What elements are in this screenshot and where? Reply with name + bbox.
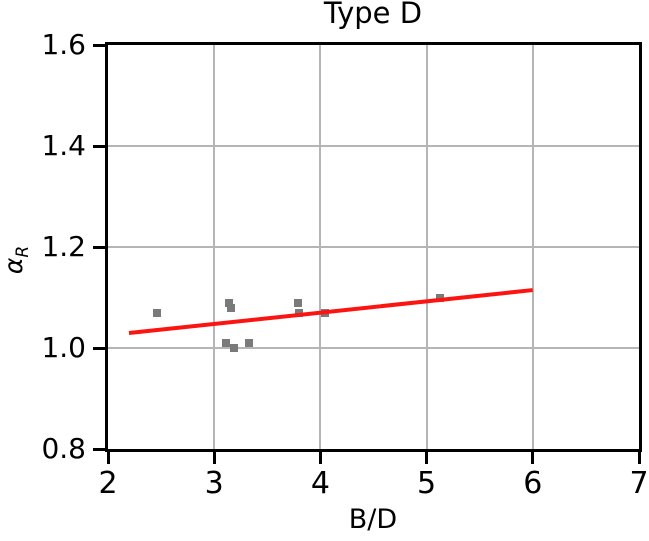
scatter-point [245, 338, 254, 347]
gridline-horizontal [108, 347, 639, 349]
x-tick-mark [106, 452, 110, 464]
y-tick-label: 1.2 [41, 230, 86, 263]
gridline-horizontal [108, 246, 639, 248]
trend-line [129, 287, 533, 335]
y-tick-label: 1.6 [41, 28, 86, 61]
x-tick-label: 3 [204, 466, 224, 501]
scatter-point [221, 338, 230, 347]
x-tick-mark [425, 452, 429, 464]
x-tick-label: 6 [523, 466, 543, 501]
x-tick-label: 4 [310, 466, 330, 501]
x-tick-label: 5 [417, 466, 437, 501]
y-tick-label: 0.8 [41, 432, 86, 465]
scatter-point [225, 298, 234, 307]
scatter-point [230, 344, 239, 352]
y-tick-mark [93, 447, 105, 451]
x-tick-mark [531, 452, 535, 464]
scatter-point [152, 308, 161, 317]
y-tick-mark [93, 144, 105, 148]
chart-title: Type D [323, 0, 423, 30]
x-tick-label: 7 [629, 466, 649, 501]
y-tick-label: 1.4 [41, 129, 86, 162]
y-tick-mark [93, 346, 105, 350]
x-tick-mark [637, 452, 641, 464]
scatter-point [294, 298, 303, 307]
y-tick-label: 1.0 [41, 331, 86, 364]
scatter-point [227, 303, 236, 312]
plot-area [105, 42, 642, 452]
x-tick-mark [318, 452, 322, 464]
gridline-horizontal [108, 145, 639, 147]
y-tick-mark [93, 43, 105, 47]
x-tick-label: 2 [98, 466, 118, 501]
x-axis-label: B/D [348, 504, 398, 535]
y-tick-mark [93, 245, 105, 249]
x-tick-mark [212, 452, 216, 464]
